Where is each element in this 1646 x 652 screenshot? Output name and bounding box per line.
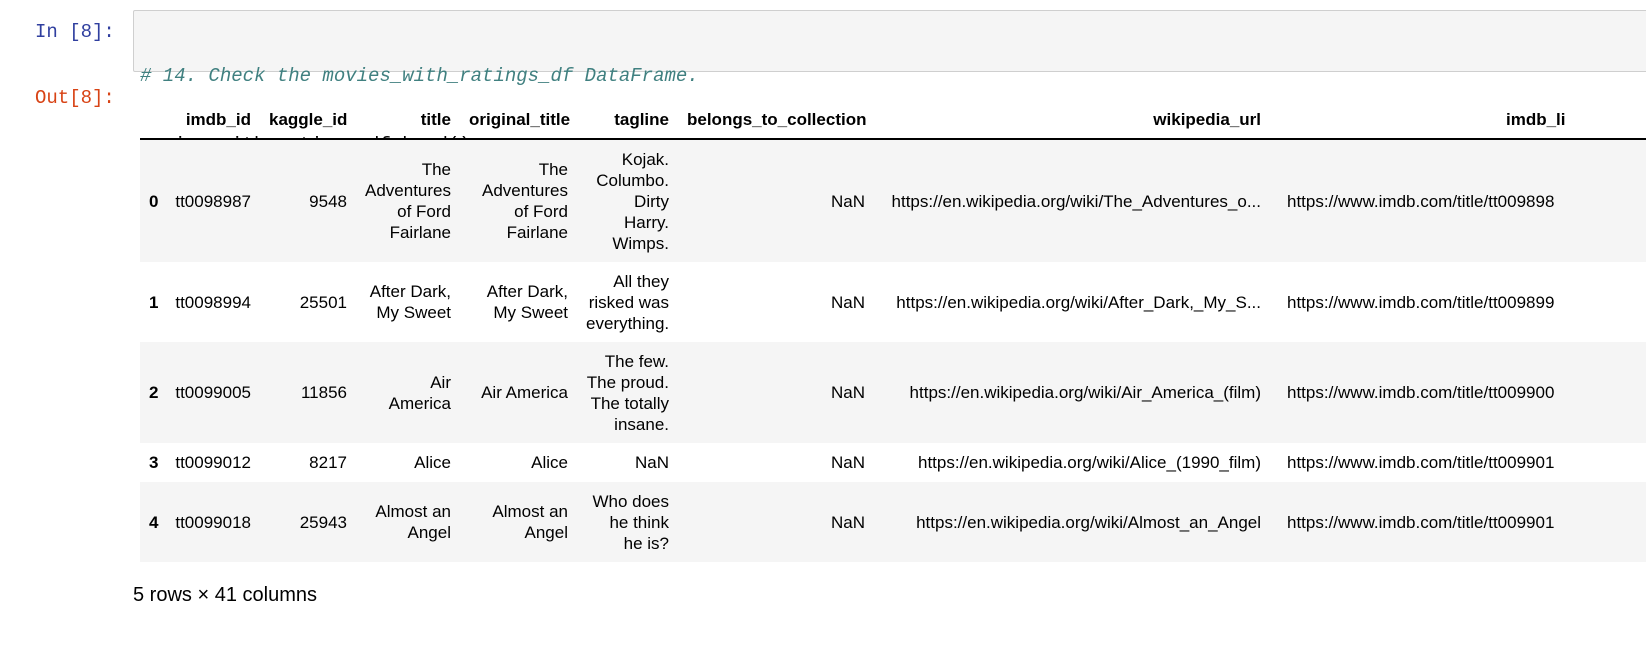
table-header-row: imdb_id kaggle_id title original_title t… [140,100,1646,140]
cell-tagline: All they risked was everything. [586,271,670,333]
column-header-imdb-link: imdb_li [1270,100,1646,140]
cell-imdb-id: tt0099012 [175,453,251,472]
dataframe-shape-summary: 5 rows × 41 columns [133,584,317,606]
input-prompt: In [8]: [35,21,115,43]
code-comment: # 14. Check the movies_with_ratings_df D… [140,65,699,87]
column-header-wikipedia-url: wikipedia_url [874,100,1270,140]
column-header-imdb-id: imdb_id [166,100,260,140]
output-prompt: Out[8]: [35,87,115,109]
cell-kaggle-id: 8217 [309,453,347,472]
cell-imdb-link: https://www.imdb.com/title/tt009898 [1287,191,1555,211]
cell-kaggle-id: 25943 [299,512,347,532]
column-header-index [140,100,166,140]
cell-wikipedia-url: https://en.wikipedia.org/wiki/Almost_an_… [916,512,1261,532]
cell-title: Alice [414,453,451,472]
cell-wikipedia-url: https://en.wikipedia.org/wiki/After_Dark… [896,292,1261,312]
cell-title: Almost an Angel [375,502,451,542]
dataframe-table: imdb_id kaggle_id title original_title t… [140,100,1646,562]
code-input-area[interactable]: # 14. Check the movies_with_ratings_df D… [133,10,1646,156]
cell-imdb-link: https://www.imdb.com/title/tt009900 [1287,383,1555,402]
cell-kaggle-id: 11856 [300,383,347,402]
cell-wikipedia-url: https://en.wikipedia.org/wiki/Alice_(199… [918,453,1261,472]
cell-kaggle-id: 25501 [299,292,347,312]
column-header-belongs-to-collection: belongs_to_collection [678,100,874,140]
table-row: 0 tt0098987 9548 The Adventures of Ford … [140,139,1646,262]
cell-title: After Dark, My Sweet [369,282,451,322]
cell-original-title: The Adventures of Ford Fairlane [482,160,568,242]
cell-kaggle-id: 9548 [309,191,347,211]
cell-imdb-id: tt0099005 [175,383,251,402]
row-index: 1 [149,292,159,312]
column-header-kaggle-id: kaggle_id [260,100,356,140]
cell-belongs-to-collection: NaN [830,191,865,211]
row-index: 0 [149,191,159,211]
column-header-tagline: tagline [577,100,678,140]
row-index: 2 [149,383,159,402]
cell-belongs-to-collection: NaN [830,383,865,402]
table-row: 4 tt0099018 25943 Almost an Angel Almost… [140,482,1646,562]
cell-wikipedia-url: https://en.wikipedia.org/wiki/The_Advent… [891,191,1261,211]
column-header-title: title [356,100,460,140]
cell-imdb-link: https://www.imdb.com/title/tt009901 [1287,453,1555,472]
code-statement: movies_with_ratings_df.head() [140,134,471,156]
cell-wikipedia-url: https://en.wikipedia.org/wiki/Air_Americ… [909,383,1261,402]
cell-tagline: Kojak. Columbo. Dirty Harry. Wimps. [596,149,669,253]
table-row: 1 tt0098994 25501 After Dark, My Sweet A… [140,262,1646,342]
cell-belongs-to-collection: NaN [830,292,865,312]
cell-imdb-link: https://www.imdb.com/title/tt009901 [1287,512,1555,532]
dataframe-output[interactable]: imdb_id kaggle_id title original_title t… [140,100,1646,570]
cell-title: Air America [388,372,451,413]
row-index: 3 [149,453,159,472]
row-index: 4 [149,512,159,532]
cell-imdb-id: tt0099018 [175,512,251,532]
cell-original-title: Air America [481,383,568,402]
table-row: 3 tt0099012 8217 Alice Alice NaN NaN htt… [140,443,1646,482]
cell-original-title: Alice [531,453,568,472]
cell-imdb-id: tt0098994 [175,292,251,312]
cell-belongs-to-collection: NaN [830,453,865,472]
table-row: 2 tt0099005 11856 Air America Air Americ… [140,342,1646,443]
cell-tagline: Who does he think he is? [592,491,669,553]
cell-imdb-id: tt0098987 [175,191,251,211]
column-header-original-title: original_title [460,100,577,140]
cell-belongs-to-collection: NaN [830,512,865,532]
cell-tagline: The few. The proud. The totally insane. [586,351,669,434]
cell-title: The Adventures of Ford Fairlane [365,160,451,242]
cell-original-title: Almost an Angel [492,502,568,542]
cell-tagline: NaN [634,453,669,472]
cell-original-title: After Dark, My Sweet [486,282,568,322]
cell-imdb-link: https://www.imdb.com/title/tt009899 [1287,292,1555,312]
